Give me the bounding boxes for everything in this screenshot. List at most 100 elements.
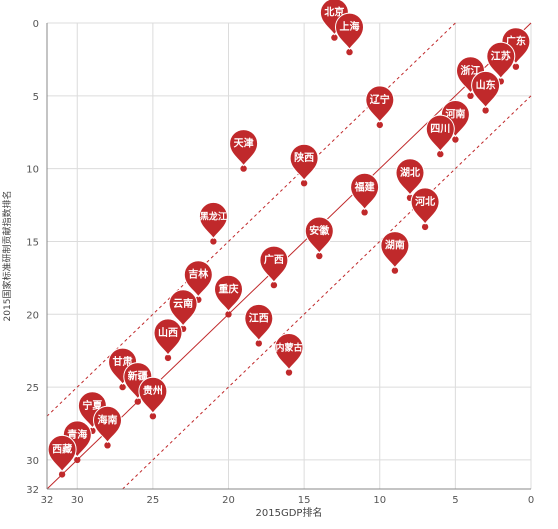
x-tick-label: 20 — [222, 495, 235, 506]
data-point-山西: 山西 — [153, 318, 183, 362]
point-dot — [376, 121, 383, 129]
point-dot — [74, 456, 81, 464]
map-pin-marker — [183, 260, 213, 298]
point-label: 云南 — [173, 297, 193, 310]
point-dot — [210, 238, 217, 245]
map-pin-marker — [471, 70, 501, 109]
axes: 32 30 25 20 15 10 5 0 0 5 10 15 20 25 30 32 — [26, 19, 534, 506]
x-tick-label: 25 — [147, 495, 160, 506]
map-pin-marker — [138, 376, 168, 415]
point-dot — [437, 150, 444, 158]
y-tick-label: 10 — [26, 165, 39, 176]
x-axis-title: 2015GDP排名 — [256, 506, 323, 519]
map-pin-marker — [244, 303, 274, 342]
point-label: 辽宁 — [370, 93, 390, 106]
data-point-江苏: 江苏 — [486, 41, 516, 85]
data-point-湖南: 湖南 — [380, 231, 410, 274]
data-point-湖北: 湖北 — [395, 158, 425, 201]
point-label: 新疆 — [128, 370, 148, 383]
data-point-四川: 四川 — [425, 114, 455, 158]
point-label: 北京 — [324, 6, 344, 19]
data-point-重庆: 重庆 — [213, 274, 244, 318]
map-pin-marker — [395, 158, 425, 196]
map-pin-marker — [168, 289, 198, 327]
diagonal-reference-line — [46, 22, 532, 490]
point-dot — [164, 354, 172, 362]
point-label: 河南 — [445, 108, 465, 121]
point-dot — [240, 165, 247, 172]
point-dot — [149, 413, 157, 420]
data-point-陕西: 陕西 — [289, 143, 319, 187]
map-pin-marker — [289, 143, 319, 182]
y-tick-label: 20 — [26, 310, 39, 321]
x-tick-label: 10 — [373, 495, 386, 506]
point-dot — [285, 369, 293, 376]
map-pin-marker — [304, 216, 334, 254]
point-dot — [270, 281, 278, 289]
y-tick-label: 32 — [26, 485, 39, 496]
point-label: 福建 — [354, 180, 376, 193]
data-point-辽宁: 辽宁 — [365, 85, 395, 129]
data-point-广西: 广西 — [259, 245, 289, 289]
point-label: 河北 — [415, 195, 435, 208]
x-tick-label: 5 — [452, 495, 458, 506]
point-label: 江苏 — [491, 49, 511, 62]
y-tick-label: 25 — [26, 383, 39, 394]
point-dot — [421, 223, 429, 231]
point-dot — [58, 471, 66, 478]
point-label: 贵州 — [143, 384, 163, 397]
point-dot — [391, 267, 399, 274]
map-pin-marker — [486, 41, 516, 80]
point-dot — [452, 136, 459, 143]
y-tick-label: 30 — [26, 456, 39, 467]
reference-lines — [46, 22, 532, 490]
point-dot — [512, 63, 520, 70]
dashed-reference-line — [46, 22, 456, 417]
data-point-天津: 天津 — [229, 129, 259, 172]
data-point-安徽: 安徽 — [304, 216, 334, 260]
point-dot — [134, 398, 141, 405]
data-point-河北: 河北 — [410, 187, 440, 231]
point-dot — [300, 180, 308, 187]
point-label: 重庆 — [219, 282, 239, 295]
data-point-江西: 江西 — [244, 303, 274, 347]
point-label: 安徽 — [309, 224, 330, 237]
point-label: 广西 — [264, 253, 284, 266]
point-dot — [467, 92, 474, 99]
data-point-贵州: 贵州 — [138, 376, 168, 420]
map-pin-marker — [274, 333, 304, 371]
map-pin-marker — [365, 85, 395, 123]
x-tick-label: 15 — [298, 495, 311, 506]
map-pin-marker — [153, 318, 183, 356]
point-label: 西藏 — [52, 442, 72, 455]
x-tick-label: 32 — [41, 495, 54, 506]
point-dot — [104, 442, 111, 449]
map-pin-marker — [229, 129, 259, 167]
dashed-reference-line — [122, 95, 532, 490]
map-pin-marker — [334, 12, 365, 51]
y-tick-label: 0 — [33, 19, 39, 30]
point-label: 江西 — [249, 311, 269, 324]
point-dot — [225, 311, 232, 318]
map-pin-marker — [47, 434, 77, 473]
map-pin-marker — [380, 231, 410, 269]
point-label: 黑龙江 — [200, 210, 227, 222]
x-tick-label: 0 — [528, 495, 534, 506]
point-label: 山西 — [158, 326, 178, 339]
point-label: 广东 — [506, 35, 526, 48]
point-label: 吉林 — [188, 268, 209, 281]
point-dot — [361, 209, 368, 216]
point-dot — [119, 383, 126, 391]
data-points: 北京上海广东江苏浙江山东辽宁河南四川天津陕西湖北福建河北黑龙江安徽湖南广西吉林重… — [47, 0, 531, 478]
data-point-西藏: 西藏 — [47, 434, 77, 478]
x-tick-label: 30 — [71, 495, 84, 506]
data-point-山东: 山东 — [471, 70, 501, 114]
point-label: 湖北 — [400, 166, 420, 179]
y-tick-label: 15 — [26, 237, 39, 248]
map-pin-marker — [259, 245, 289, 284]
data-point-云南: 云南 — [168, 289, 198, 332]
point-label: 宁夏 — [82, 399, 103, 412]
map-pin-marker — [213, 274, 244, 313]
